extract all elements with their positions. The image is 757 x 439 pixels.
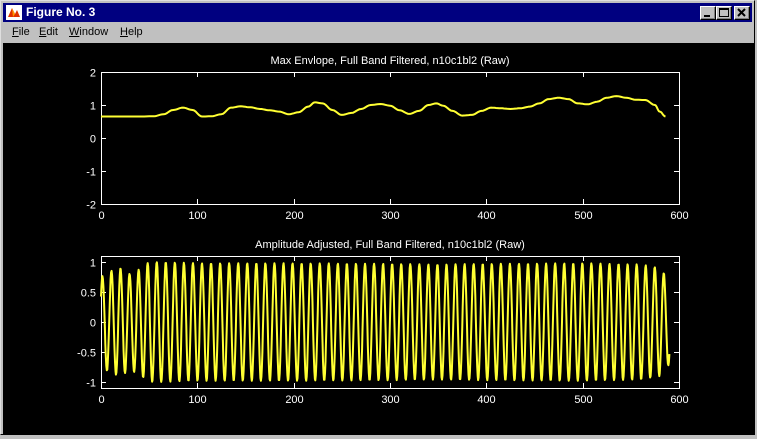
menu-edit[interactable]: Edit <box>39 26 58 38</box>
y-tick-label: -1 <box>86 167 96 179</box>
y-tick-label: 1 <box>90 258 96 270</box>
x-tick-label: 300 <box>381 394 399 406</box>
x-tick-label: 500 <box>574 210 592 222</box>
chart-title: Max Envlope, Full Band Filtered, n10c1bl… <box>270 55 509 67</box>
close-icon <box>737 8 746 17</box>
x-tick-label: 500 <box>574 394 592 406</box>
menu-help[interactable]: Help <box>120 26 143 38</box>
x-tick-label: 200 <box>285 394 303 406</box>
y-tick-label: 0 <box>90 134 96 146</box>
x-tick-label: 100 <box>188 210 206 222</box>
series-line <box>100 261 671 383</box>
y-tick-label: -2 <box>86 200 96 212</box>
axes-1: Max Envlope, Full Band Filtered, n10c1bl… <box>86 55 688 222</box>
menu-bar: File Edit Window Help <box>3 23 752 42</box>
chart-title: Amplitude Adjusted, Full Band Filtered, … <box>255 239 525 251</box>
y-tick-label: 0.5 <box>81 288 96 300</box>
axes-box <box>101 72 680 205</box>
x-tick-label: 200 <box>285 210 303 222</box>
window-title: Figure No. 3 <box>26 5 96 19</box>
x-tick-label: 0 <box>98 394 104 406</box>
maximize-button[interactable] <box>716 6 732 20</box>
axes-2: Amplitude Adjusted, Full Band Filtered, … <box>77 239 689 406</box>
figure-svg: Max Envlope, Full Band Filtered, n10c1bl… <box>77 55 689 406</box>
x-tick-label: 600 <box>670 210 688 222</box>
maximize-icon <box>719 8 729 17</box>
y-tick-label: 0 <box>90 318 96 330</box>
minimize-button[interactable] <box>700 6 716 20</box>
x-tick-label: 600 <box>670 394 688 406</box>
y-tick-label: -0.5 <box>77 348 96 360</box>
x-tick-label: 300 <box>381 210 399 222</box>
menu-file[interactable]: File <box>12 26 30 38</box>
x-tick-label: 100 <box>188 394 206 406</box>
menu-window[interactable]: Window <box>69 26 109 38</box>
minimize-icon <box>704 15 710 17</box>
x-tick-label: 400 <box>477 394 495 406</box>
matlab-icon <box>6 5 22 20</box>
figure-canvas: Max Envlope, Full Band Filtered, n10c1bl… <box>3 43 754 434</box>
y-tick-label: -1 <box>86 378 96 390</box>
title-bar[interactable]: Figure No. 3 <box>3 3 752 22</box>
x-tick-label: 400 <box>477 210 495 222</box>
close-button[interactable] <box>734 6 750 20</box>
y-tick-label: 2 <box>90 68 96 80</box>
series-line <box>101 95 666 118</box>
x-tick-label: 0 <box>98 210 104 222</box>
y-tick-label: 1 <box>90 101 96 113</box>
